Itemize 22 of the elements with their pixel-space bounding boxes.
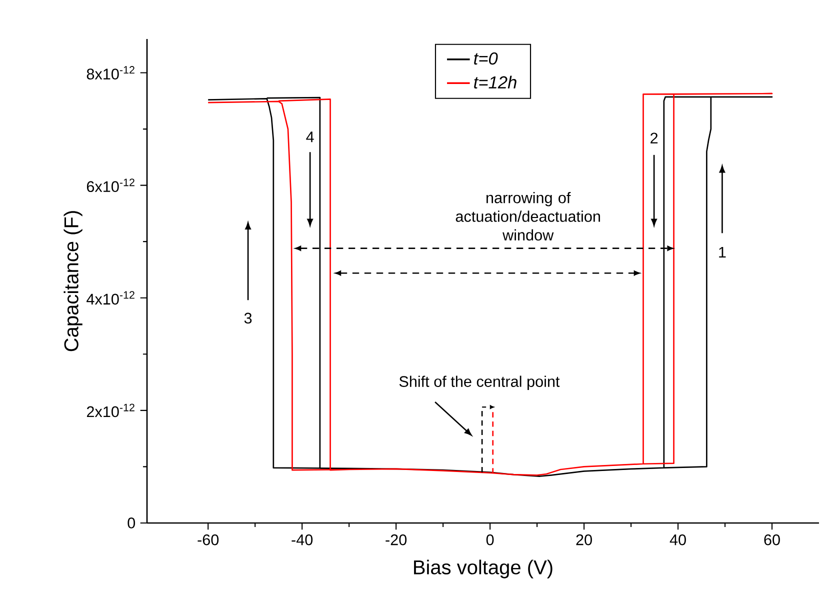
x-tick-label: 20 [576, 534, 592, 546]
annotation: 3 [244, 312, 252, 324]
annotation: 2 [650, 132, 658, 144]
y-axis-title: Capacitance (F) [64, 211, 82, 352]
y-tick-label: 0 [128, 518, 136, 528]
legend-label: t=12h [474, 76, 516, 89]
annotation: narrowing of actuation/deactuation window [456, 192, 600, 241]
x-tick-label: -40 [292, 534, 313, 546]
annotation: Shift of the central point [399, 376, 560, 390]
x-tick-label: 0 [486, 534, 494, 546]
annotation: 4 [306, 132, 314, 142]
x-tick-label: 60 [764, 534, 780, 546]
legend-label: t=0 [474, 52, 498, 65]
x-axis-title: Bias voltage (V) [414, 560, 552, 578]
y-tick-label: 2x10$^{-12}$ [86, 404, 134, 418]
annotation: 1 [719, 247, 726, 258]
x-tick-label: 40 [670, 534, 686, 546]
y-tick-label: 4x10$^{-12}$ [86, 291, 134, 305]
y-tick-label: 8x10$^{-12}$ [86, 66, 134, 80]
x-tick-label: -60 [198, 534, 219, 546]
y-tick-label: 6x10$^{-12}$ [86, 178, 134, 192]
x-tick-label: -20 [386, 534, 407, 546]
